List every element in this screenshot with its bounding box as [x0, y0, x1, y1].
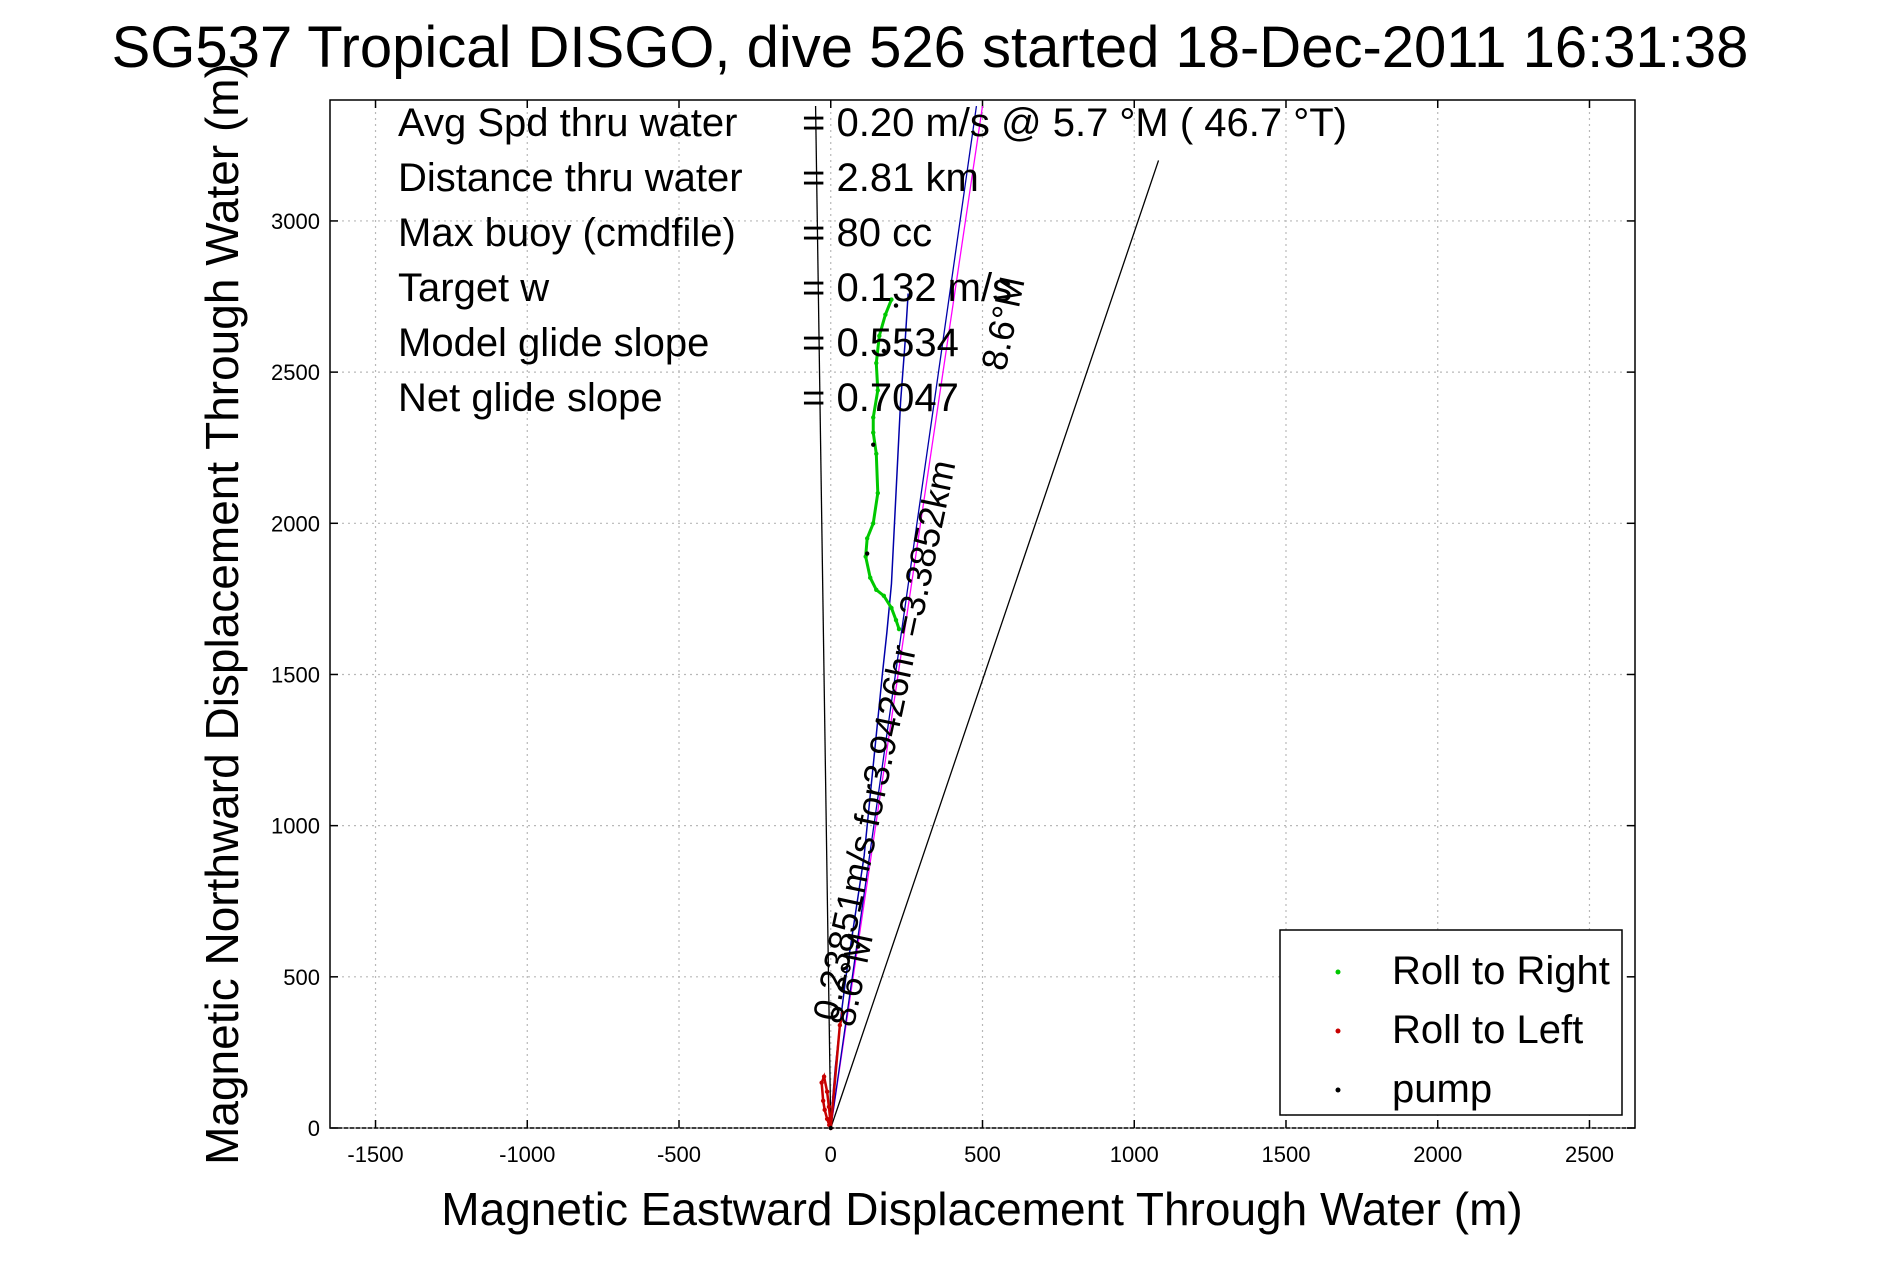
data-point: [824, 1089, 830, 1094]
data-point: [893, 303, 899, 308]
x-tick-label: -500: [657, 1142, 701, 1167]
y-tick-label: 2000: [271, 511, 320, 536]
data-point: [826, 1104, 832, 1110]
x-tick-label: -1500: [347, 1142, 403, 1167]
x-axis-label: Magnetic Eastward Displacement Through W…: [441, 1183, 1522, 1235]
annotation-value: = 2.81 km: [802, 156, 979, 200]
y-tick-label: 0: [308, 1116, 320, 1141]
data-point: [855, 944, 861, 949]
x-axis-ticks: -1500 -1000 -500 0 500 1000 1500 2000 2500: [347, 100, 1614, 1167]
data-point: [881, 593, 887, 599]
data-point: [874, 587, 879, 593]
x-tick-label: 1500: [1262, 1142, 1311, 1167]
data-point: [871, 521, 876, 526]
annotation-label: Distance thru water: [398, 156, 743, 200]
legend-entry: Roll to Right: [1392, 949, 1610, 993]
data-point: [883, 312, 888, 317]
y-tick-label: 2500: [271, 360, 320, 385]
annotation-block: Avg Spd thru water = 0.20 m/s @ 5.7 °M ( …: [398, 101, 1347, 420]
y-tick-label: 1000: [271, 814, 320, 839]
annotation-label: Model glide slope: [398, 321, 709, 365]
data-point: [871, 415, 876, 420]
data-point: [827, 1116, 833, 1122]
data-point: [868, 575, 873, 580]
y-tick-label: 3000: [271, 209, 320, 234]
data-point: [893, 617, 899, 623]
y-tick-label: 500: [283, 965, 320, 990]
legend-entry: Roll to Left: [1392, 1008, 1583, 1052]
reference-line: [814, 106, 832, 1129]
reference-line: [830, 105, 984, 1129]
reference-line: [830, 160, 1160, 1129]
x-tick-label: 2500: [1565, 1142, 1614, 1167]
data-point: [864, 551, 870, 556]
series-layer: [819, 293, 909, 1131]
data-point: [874, 360, 879, 366]
data-point: [875, 490, 880, 496]
x-tick-label: 500: [964, 1142, 1001, 1167]
x-tick-label: 0: [825, 1142, 837, 1167]
y-axis-label: Magnetic Northward Displacement Through …: [196, 63, 248, 1165]
data-point: [864, 536, 870, 541]
data-point: [824, 1116, 830, 1122]
legend: Roll to Right Roll to Left pump: [1279, 929, 1623, 1116]
data-point: [871, 430, 876, 435]
x-tick-label: 1000: [1110, 1142, 1159, 1167]
data-point: [819, 1080, 824, 1085]
reference-line: [830, 105, 978, 1129]
chart-title: SG537 Tropical DISGO, dive 526 started 1…: [112, 15, 1749, 80]
data-point: [874, 451, 879, 456]
legend-box: [1279, 929, 1623, 1116]
annotation-value: = 0.7047: [802, 376, 959, 420]
annotation-value: = 0.132 m/s: [802, 266, 1012, 310]
annotation-value: = 80 cc: [802, 211, 932, 255]
data-point: [820, 1098, 826, 1103]
y-tick-label: 1500: [271, 662, 320, 687]
legend-marker: [1335, 1028, 1341, 1034]
annotation-value: = 0.5534: [802, 321, 959, 365]
y-axis-ticks: 0 500 1000 1500 2000 2500 3000: [271, 209, 1635, 1141]
annotation-label: Net glide slope: [398, 376, 663, 420]
annotation-label: Target w: [398, 266, 549, 310]
data-point: [828, 1125, 833, 1131]
x-tick-label: 2000: [1413, 1142, 1462, 1167]
x-tick-label: -1000: [499, 1142, 555, 1167]
annotation-label: Max buoy (cmdfile): [398, 211, 736, 255]
data-point: [822, 1107, 827, 1113]
legend-marker: [1335, 969, 1341, 975]
data-point: [840, 1010, 846, 1016]
data-point: [889, 605, 894, 611]
annotation-value: = 0.20 m/s @ 5.7 °M ( 46.7 °T): [802, 101, 1347, 145]
legend-entry: pump: [1392, 1067, 1492, 1111]
data-point: [877, 333, 882, 339]
reference-lines: [814, 105, 1160, 1129]
series-line-roll-right: [864, 298, 901, 630]
data-point: [881, 348, 887, 354]
data-point: [871, 442, 876, 447]
data-point: [889, 297, 894, 302]
annotation-label: Avg Spd thru water: [398, 101, 737, 145]
plot-area: -1500 -1000 -500 0 500 1000 1500 2000 2500 0 500 1…: [271, 99, 1636, 1167]
data-point: [821, 1074, 827, 1079]
data-point: [896, 626, 902, 632]
data-point: [875, 388, 880, 393]
legend-marker: [1335, 1087, 1341, 1093]
data-point: [837, 1022, 843, 1028]
